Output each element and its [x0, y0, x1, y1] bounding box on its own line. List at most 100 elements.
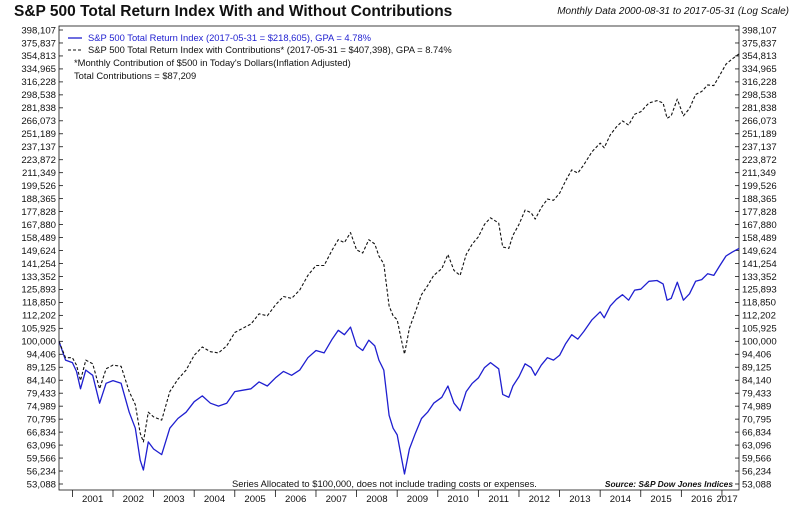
y-tick-label-right: 177,828	[742, 207, 777, 218]
y-tick-label-left: 149,624	[21, 246, 56, 257]
x-tick-label: 2009	[407, 494, 428, 505]
series-line-with-contributions	[58, 53, 740, 443]
y-tick-label-left: 199,526	[21, 181, 56, 192]
x-tick-label: 2014	[610, 494, 632, 505]
total-contributions: Total Contributions = $87,209	[74, 70, 196, 81]
y-tick-label-left: 53,088	[27, 479, 56, 490]
legend-series2: S&P 500 Total Return Index with Contribu…	[88, 44, 452, 55]
y-tick-label-left: 133,352	[21, 272, 56, 283]
x-tick-label: 2010	[447, 494, 468, 505]
legend: S&P 500 Total Return Index (2017-05-31 =…	[68, 32, 452, 81]
y-tick-label-left: 375,837	[21, 38, 56, 49]
y-tick-label-left: 125,893	[21, 285, 56, 296]
y-tick-label-left: 118,850	[22, 298, 56, 309]
y-tick-label-left: 334,965	[21, 64, 56, 75]
y-tick-label-right: 354,813	[742, 51, 777, 62]
y-tick-label-left: 94,406	[27, 350, 56, 361]
y-tick-label-right: 211,349	[742, 168, 776, 179]
y-tick-label-right: 53,088	[742, 479, 771, 490]
y-tick-label-left: 70,795	[27, 414, 56, 425]
chart-subtitle: Monthly Data 2000-08-31 to 2017-05-31 (L…	[557, 6, 789, 17]
y-tick-label-right: 281,838	[742, 103, 777, 114]
y-tick-label-left: 79,433	[27, 388, 56, 399]
source-note: Source: S&P Dow Jones Indices	[605, 479, 733, 489]
legend-series1: S&P 500 Total Return Index (2017-05-31 =…	[88, 32, 371, 43]
x-tick-label: 2013	[569, 494, 590, 505]
y-tick-label-right: 100,000	[742, 337, 777, 348]
chart-title: S&P 500 Total Return Index With and With…	[14, 3, 453, 20]
y-tick-label-right: 141,254	[742, 259, 777, 270]
x-tick-label: 2008	[366, 494, 387, 505]
y-tick-label-left: 56,234	[27, 466, 57, 477]
y-tick-label-left: 251,189	[21, 129, 56, 140]
y-tick-label-right: 125,893	[742, 285, 777, 296]
x-tick-label: 2001	[82, 494, 103, 505]
y-tick-label-right: 133,352	[742, 272, 777, 283]
y-tick-label-right: 66,834	[742, 427, 772, 438]
y-tick-label-right: 118,850	[742, 298, 776, 309]
y-tick-label-right: 266,073	[742, 116, 777, 127]
y-tick-label-left: 59,566	[27, 453, 56, 464]
x-tick-label: 2016	[691, 494, 712, 505]
y-tick-label-right: 251,189	[742, 129, 777, 140]
y-tick-label-right: 158,489	[742, 233, 777, 244]
x-tick-label: 2011	[488, 494, 509, 505]
y-tick-label-left: 112,202	[22, 311, 56, 322]
y-tick-label-right: 298,538	[742, 90, 777, 101]
plot-frame	[58, 25, 740, 491]
y-tick-label-left: 281,838	[21, 103, 56, 114]
x-tick-label: 2007	[326, 494, 347, 505]
y-tick-label-right: 74,989	[742, 401, 771, 412]
y-tick-label-left: 89,125	[27, 363, 56, 374]
y-tick-label-right: 94,406	[742, 350, 771, 361]
y-tick-label-left: 188,365	[21, 194, 56, 205]
x-axis: 2001 2002 2003 2004 2005 2006 2007 2008 2009 2010…	[71, 490, 738, 505]
y-tick-label-left: 266,073	[21, 116, 56, 127]
y-tick-label-left: 354,813	[21, 51, 56, 62]
y-tick-label-left: 237,137	[21, 142, 56, 153]
y-tick-label-left: 167,880	[21, 220, 56, 231]
y-tick-label-left: 223,872	[21, 155, 56, 166]
y-tick-label-right: 223,872	[742, 155, 777, 166]
y-tick-label-left: 105,925	[21, 324, 56, 335]
y-tick-label-right: 334,965	[742, 64, 777, 75]
y-tick-label-right: 199,526	[742, 181, 777, 192]
y-tick-label-right: 84,140	[742, 376, 771, 387]
x-tick-label: 2006	[285, 494, 306, 505]
y-tick-label-right: 105,925	[742, 324, 777, 335]
y-tick-label-right: 237,137	[742, 142, 777, 153]
x-tick-label: 2005	[244, 494, 265, 505]
y-tick-label-right: 56,234	[742, 466, 772, 477]
y-tick-label-left: 177,828	[21, 207, 56, 218]
y-tick-label-left: 398,107	[21, 25, 56, 36]
x-tick-label: 2017	[716, 494, 737, 505]
y-tick-label-right: 79,433	[742, 388, 771, 399]
x-tick-label: 2012	[529, 494, 550, 505]
y-tick-label-right: 59,566	[742, 453, 771, 464]
y-tick-label-right: 167,880	[742, 220, 777, 231]
series-layer	[58, 53, 740, 475]
y-tick-label-left: 158,489	[21, 233, 56, 244]
y-tick-label-left: 141,254	[21, 259, 56, 270]
contribution-note: *Monthly Contribution of $500 in Today's…	[74, 57, 351, 68]
x-tick-label: 2002	[123, 494, 144, 505]
y-tick-label-right: 112,202	[742, 311, 776, 322]
y-tick-label-right: 375,837	[742, 38, 777, 49]
y-tick-label-left: 100,000	[21, 337, 56, 348]
x-tick-label: 2003	[163, 494, 184, 505]
y-tick-label-right: 63,096	[742, 440, 771, 451]
y-tick-label-right: 316,228	[742, 77, 777, 88]
footer-note: Series Allocated to $100,000, does not i…	[232, 478, 537, 489]
y-axis-right: 398,107 375,837 354,813 334,965 316,228 298,5…	[735, 25, 777, 490]
y-tick-label-right: 398,107	[742, 25, 777, 36]
y-axis-left: 398,107 375,837 354,813 334,965 316,228 298,5…	[21, 25, 63, 490]
y-tick-label-left: 63,096	[27, 440, 56, 451]
y-tick-label-left: 211,349	[22, 168, 56, 179]
x-tick-label: 2015	[650, 494, 671, 505]
y-tick-label-right: 188,365	[742, 194, 777, 205]
y-tick-label-right: 70,795	[742, 414, 771, 425]
x-tick-label: 2004	[204, 494, 226, 505]
y-tick-label-left: 74,989	[27, 401, 56, 412]
y-tick-label-left: 84,140	[27, 376, 56, 387]
